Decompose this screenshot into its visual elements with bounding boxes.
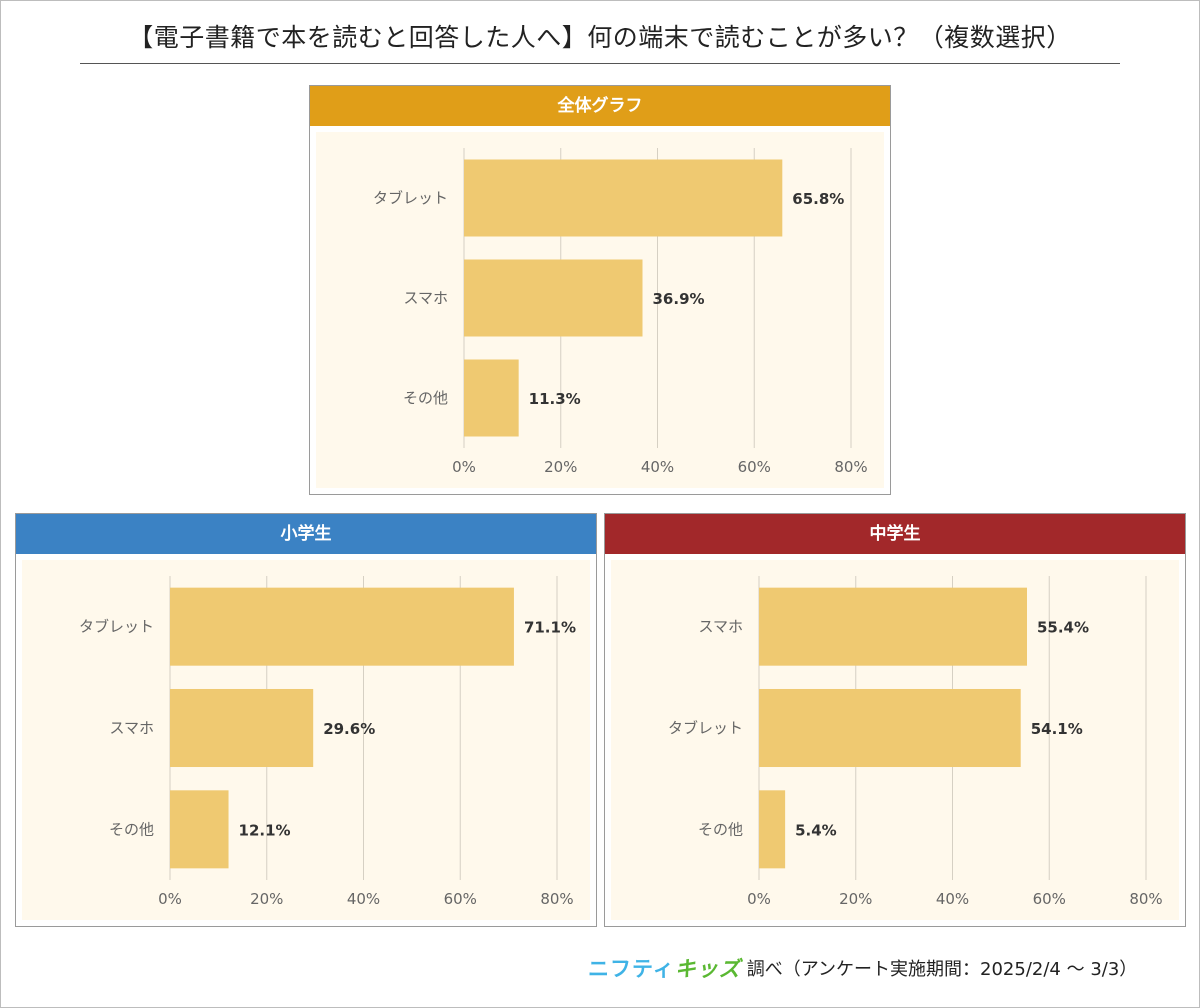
bar-chart-overall: 0% 20% 40% 60% 80% タブレット 65.8% スマホ 36.9% その他 11.3% (316, 132, 884, 488)
value-label: 11.3% (529, 390, 581, 408)
x-tick-label: 80% (834, 458, 867, 476)
title-underline (80, 63, 1120, 64)
brand-logo-nifty: ニフティ (588, 957, 675, 981)
x-tick-label: 60% (1033, 890, 1066, 908)
category-label: タブレット (373, 189, 448, 207)
bar (170, 688, 314, 768)
value-label: 71.1% (524, 619, 576, 637)
bar (170, 587, 514, 666)
brand-logo-kids: キッズ (674, 957, 741, 981)
chart-title: 中学生 (605, 514, 1185, 554)
value-label: 36.9% (653, 290, 705, 308)
value-label: 5.4% (795, 821, 837, 839)
bar (464, 359, 519, 437)
bar (464, 259, 643, 337)
bar (759, 790, 786, 869)
x-tick-label: 20% (839, 890, 872, 908)
page-title: 【電子書籍で本を読むと回答した人へ】何の端末で読むことが多い？（複数選択） (128, 23, 1072, 52)
x-tick-label: 0% (158, 890, 182, 908)
bar (170, 790, 229, 869)
category-label: タブレット (79, 618, 154, 636)
value-label: 65.8% (792, 190, 844, 208)
x-tick-label: 60% (738, 458, 771, 476)
chart-title: 小学生 (16, 514, 596, 554)
x-tick-label: 20% (250, 890, 283, 908)
bar (759, 688, 1021, 768)
chart-panel-junior-high: 中学生 0% 20% 40% 60% 80% スマホ 55.4% タブレット 54.1% その他 5… (604, 513, 1186, 927)
category-label: その他 (109, 820, 154, 838)
x-tick-label: 0% (452, 458, 476, 476)
chart-panel-elementary: 小学生 0% 20% 40% 60% 80% タブレット 71.1% スマホ 29.6% その他 1… (15, 513, 597, 927)
category-label: スマホ (698, 618, 743, 636)
bar (464, 159, 783, 237)
category-label: その他 (403, 389, 448, 407)
value-label: 54.1% (1031, 720, 1083, 738)
chart-panel-overall: 全体グラフ 0% 20% 40% 60% 80% タブレット 65.8% スマホ 36.9% その… (309, 85, 891, 495)
x-tick-label: 40% (347, 890, 380, 908)
bar-chart-elementary: 0% 20% 40% 60% 80% タブレット 71.1% スマホ 29.6% その他 12.1% (22, 560, 590, 920)
value-label: 29.6% (323, 720, 375, 738)
source-footer: ニフティ キッズ 調べ（アンケート実施期間：2025/2/4 ～ 3/3） (588, 955, 1137, 981)
x-tick-label: 20% (544, 458, 577, 476)
value-label: 12.1% (239, 821, 291, 839)
chart-title: 全体グラフ (310, 86, 890, 126)
category-label: スマホ (403, 289, 448, 307)
category-label: スマホ (109, 719, 154, 737)
x-tick-label: 80% (1129, 890, 1162, 908)
x-tick-label: 80% (540, 890, 573, 908)
value-label: 55.4% (1037, 619, 1089, 637)
survey-note: 調べ（アンケート実施期間：2025/2/4 ～ 3/3） (746, 959, 1138, 980)
category-label: タブレット (668, 719, 743, 737)
x-tick-label: 40% (641, 458, 674, 476)
x-tick-label: 0% (747, 890, 771, 908)
category-label: その他 (698, 820, 743, 838)
bar (759, 587, 1027, 666)
x-tick-label: 60% (444, 890, 477, 908)
bar-chart-junior-high: 0% 20% 40% 60% 80% スマホ 55.4% タブレット 54.1% その他 5.4% (611, 560, 1179, 920)
x-tick-label: 40% (936, 890, 969, 908)
